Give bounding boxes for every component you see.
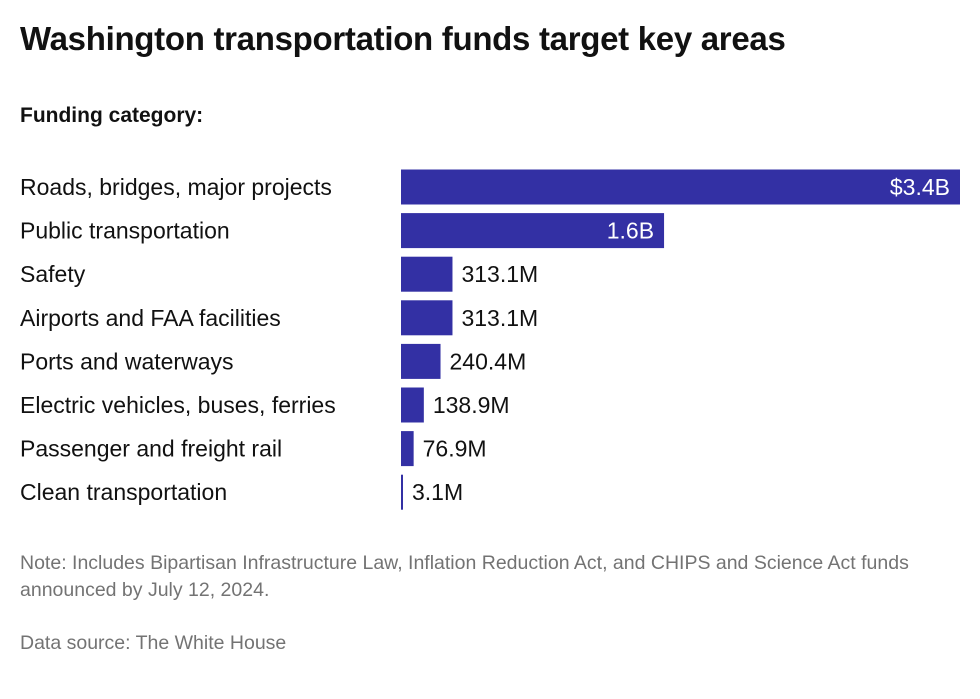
category-label: Airports and FAA facilities [20, 305, 281, 331]
category-label: Ports and waterways [20, 348, 233, 374]
bar [401, 300, 453, 336]
category-label: Public transportation [20, 218, 230, 244]
category-label: Safety [20, 261, 86, 287]
data-source: Data source: The White House [20, 632, 287, 654]
chart-note: Note: Includes Bipartisan Infrastructure… [20, 552, 909, 601]
value-label: 313.1M [461, 305, 538, 331]
bar [401, 474, 403, 510]
category-label: Clean transportation [20, 479, 227, 505]
value-label: 240.4M [450, 348, 527, 374]
value-label: 313.1M [461, 261, 538, 287]
bar [401, 213, 665, 249]
chart-title: Washington transportation funds target k… [20, 20, 786, 57]
bar [401, 343, 441, 379]
category-label: Passenger and freight rail [20, 436, 282, 462]
value-label: 76.9M [423, 436, 487, 462]
bar [401, 256, 453, 292]
value-label: 1.6B [607, 218, 654, 244]
bar [401, 169, 960, 205]
category-label: Roads, bridges, major projects [20, 174, 332, 200]
bar [401, 387, 424, 423]
value-label: 138.9M [433, 392, 510, 418]
bar [401, 431, 414, 467]
value-label: $3.4B [890, 174, 950, 200]
value-label: 3.1M [412, 479, 463, 505]
bar-chart: Roads, bridges, major projects $3.4B Publi… [20, 169, 960, 510]
category-label: Electric vehicles, buses, ferries [20, 392, 336, 418]
category-header: Funding category: [20, 104, 204, 127]
